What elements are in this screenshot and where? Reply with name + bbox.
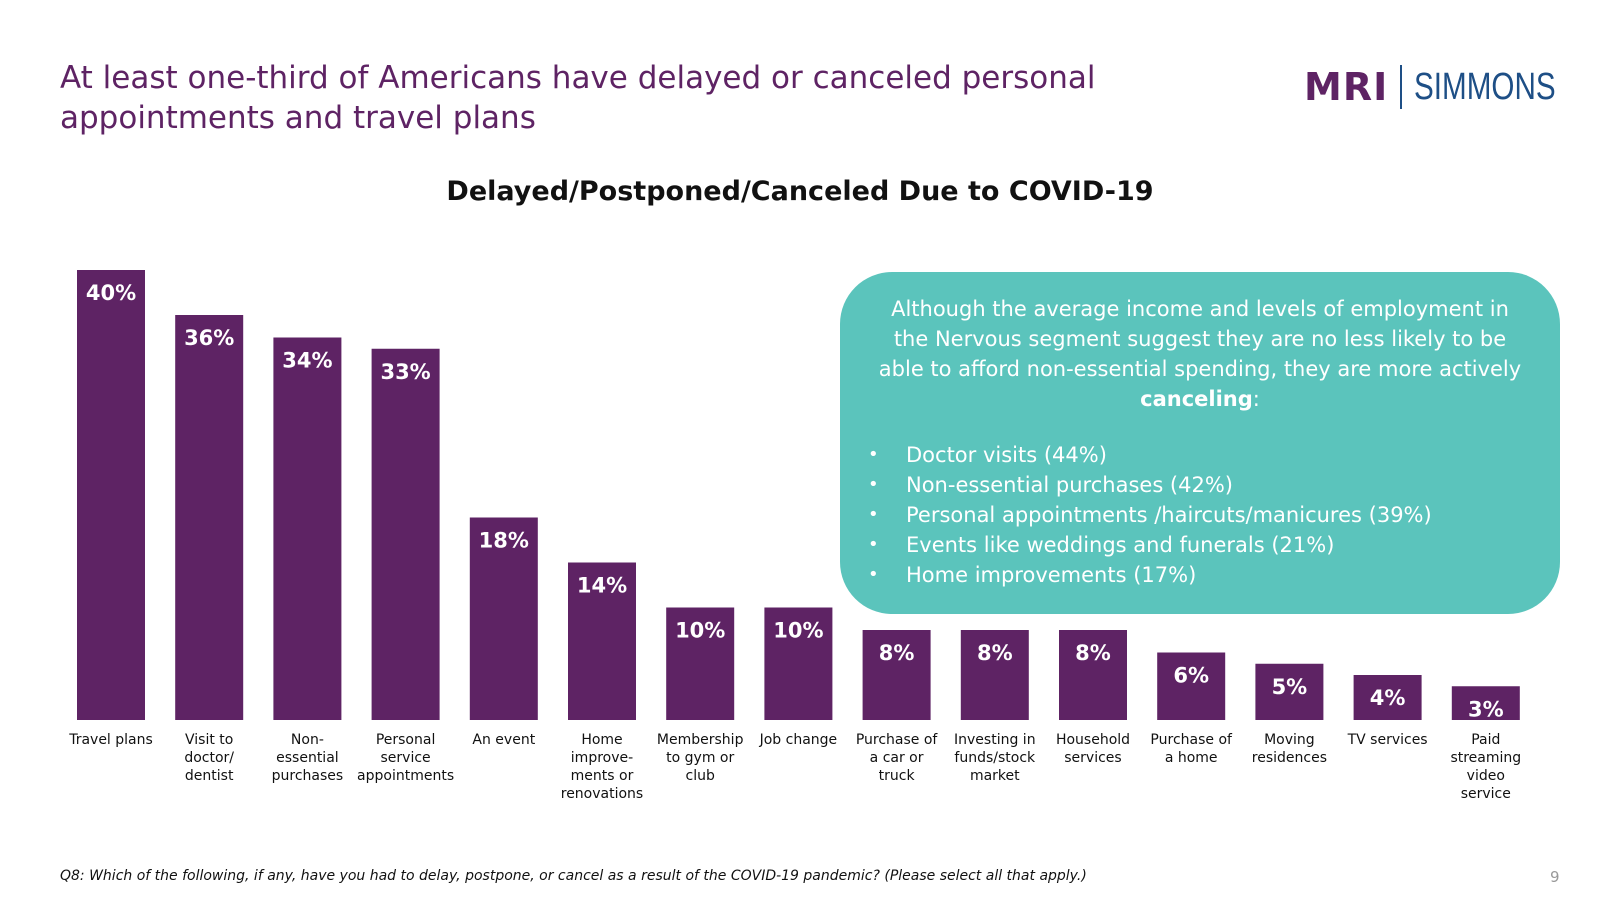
bar — [273, 337, 342, 720]
bar — [1353, 675, 1422, 720]
logo-mri-text: MRI — [1304, 65, 1389, 109]
bar — [371, 348, 440, 720]
chart-title: Delayed/Postponed/Canceled Due to COVID-… — [446, 176, 1154, 207]
footnote: Q8: Which of the following, if any, have… — [60, 868, 1087, 884]
callout-bullet: Personal appointments /haircuts/manicure… — [868, 500, 1560, 530]
bar — [1451, 686, 1520, 720]
bar — [862, 630, 931, 720]
bar-value-label: 10% — [675, 619, 725, 643]
callout-intro: Although the average income and levels o… — [874, 294, 1526, 414]
bar — [1255, 663, 1324, 720]
callout-intro-emphasis: canceling — [1140, 387, 1253, 411]
bar-value-label: 14% — [577, 574, 627, 598]
bar-chart: 40% Travel plans 36% Visit to doctor/dentist… — [68, 270, 1521, 800]
bar-value-label: 33% — [380, 360, 430, 384]
category-label: Investing in funds/stock market — [954, 732, 1036, 784]
category-label: An event — [472, 732, 535, 748]
bar — [666, 607, 735, 720]
bar — [175, 315, 244, 720]
bar — [1059, 630, 1127, 720]
callout-bullet: Home improvements (17%) — [868, 560, 1560, 590]
bar — [1157, 652, 1226, 720]
callout-bullet: Non-essential purchases (42%) — [868, 470, 1560, 500]
slide-title: At least one-third of Americans have del… — [60, 60, 1096, 136]
callout-bullet-list: Doctor visits (44%) Non-essential purcha… — [840, 440, 1560, 590]
bar-value-label: 3% — [1468, 697, 1504, 721]
category-label: Moving residences — [1252, 732, 1327, 766]
bar — [568, 562, 636, 720]
callout-bullet: Events like weddings and funerals (21%) — [868, 530, 1560, 560]
bar-value-label: 18% — [479, 529, 529, 553]
bar-value-label: 10% — [773, 619, 823, 643]
bar-value-label: 36% — [184, 326, 234, 350]
callout-bullet: Doctor visits (44%) — [868, 440, 1560, 470]
category-label: Purchase of a home — [1150, 732, 1233, 766]
bar-value-label: 8% — [977, 641, 1013, 665]
bar-value-label: 6% — [1173, 664, 1209, 688]
category-label: Personal service appointments — [357, 732, 454, 784]
bar-value-label: 8% — [879, 641, 915, 665]
category-label: Visit to doctor/dentist — [184, 732, 234, 784]
category-label: TV services — [1347, 732, 1428, 748]
category-label: Paid streaming video service — [1450, 732, 1521, 800]
page-number: 9 — [1550, 868, 1560, 886]
bar — [960, 630, 1029, 720]
category-label: Non-essential purchases — [272, 732, 344, 784]
bar-value-label: 40% — [86, 281, 136, 305]
bar-value-label: 34% — [282, 349, 332, 373]
bar-value-label: 5% — [1272, 675, 1308, 699]
bar-value-label: 8% — [1075, 641, 1111, 665]
bar — [469, 517, 538, 720]
category-label: Purchase of a car or truck — [856, 732, 939, 784]
logo-simmons-text: SIMMONS — [1414, 65, 1556, 108]
callout-intro-text: Although the average income and levels o… — [878, 297, 1522, 381]
callout-intro-end: : — [1252, 387, 1260, 411]
category-label: Home improve-ments or renovations — [561, 732, 643, 800]
callout-box: Although the average income and levels o… — [840, 272, 1560, 614]
bar — [764, 607, 833, 720]
category-label: Job change — [759, 732, 838, 748]
logo-divider — [1400, 65, 1403, 109]
category-label: Travel plans — [68, 732, 153, 748]
mri-simmons-logo: MRI SIMMONS — [1304, 62, 1596, 112]
category-label: Membership to gym or club — [657, 732, 744, 784]
bar — [77, 270, 145, 720]
bar-value-label: 4% — [1370, 686, 1406, 710]
category-label: Household services — [1056, 732, 1130, 766]
